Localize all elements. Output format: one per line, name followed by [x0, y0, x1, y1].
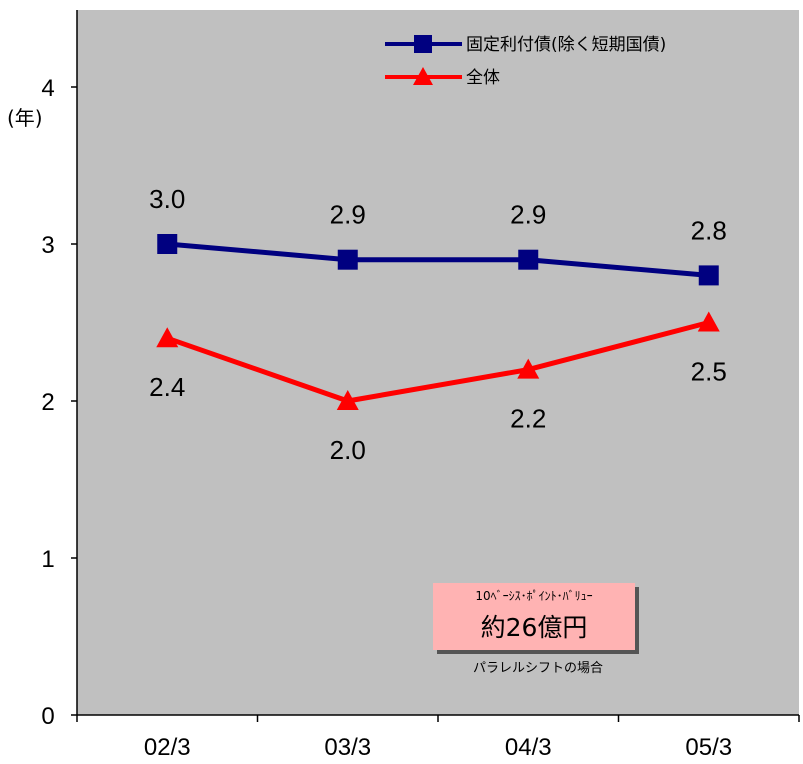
data-point-square: [518, 249, 539, 270]
data-label: 2.9: [510, 200, 546, 230]
data-point-triangle: [697, 311, 720, 332]
y-tick-label: 0: [41, 703, 54, 730]
x-axis-ticks: 02/3 03/3 04/3 05/3: [76, 715, 800, 761]
data-label: 2.0: [330, 435, 366, 465]
x-tick-label: 03/3: [324, 734, 371, 761]
y-axis-ticks: 0 1 2 3 4: [41, 75, 77, 730]
x-tick-label: 04/3: [505, 734, 552, 761]
legend-marker-square: [414, 35, 432, 53]
data-point-triangle: [156, 327, 179, 348]
x-tick-label: 02/3: [144, 734, 191, 761]
legend-label: 全体: [466, 68, 500, 88]
legend-item-1: 固定利付債(除く短期国債): [385, 35, 666, 55]
y-tick-label: 3: [41, 232, 54, 259]
basis-point-value-box: 10ﾍﾞｰｼｽ･ﾎﾟｲﾝﾄ･ﾊﾞﾘｭｰ 約26億円: [433, 583, 635, 650]
data-point-triangle: [517, 358, 540, 379]
x-tick-label: 05/3: [685, 734, 732, 761]
y-axis-unit: (年): [7, 106, 43, 130]
series-layer: 3.0 2.9 2.9 2.8 2.4 2.0 2.2 2.5: [149, 184, 727, 465]
data-label: 2.5: [691, 357, 727, 387]
data-point-square: [698, 265, 719, 286]
legend-label: 固定利付債(除く短期国債): [466, 35, 666, 55]
parallel-shift-note: パラレルシフトの場合: [472, 661, 603, 676]
data-label: 2.8: [691, 215, 727, 245]
basis-point-value-amount: 約26億円: [480, 613, 588, 642]
series-line: [167, 241, 709, 278]
series-1: 3.0 2.9 2.9 2.8: [149, 184, 727, 286]
data-point-square: [157, 234, 178, 254]
y-tick-label: 2: [41, 389, 54, 416]
data-point-triangle: [336, 390, 359, 410]
series-2: 2.4 2.0 2.2 2.5: [149, 311, 727, 465]
series-line: [166, 320, 710, 404]
data-label: 2.4: [149, 372, 185, 402]
y-tick-label: 4: [41, 75, 54, 102]
data-label: 2.9: [330, 200, 366, 230]
data-label: 3.0: [149, 184, 185, 214]
data-point-square: [337, 249, 358, 270]
y-tick-label: 1: [41, 546, 54, 573]
legend: 固定利付債(除く短期国債) 全体: [385, 35, 666, 88]
basis-point-value-title: 10ﾍﾞｰｼｽ･ﾎﾟｲﾝﾄ･ﾊﾞﾘｭｰ: [475, 589, 593, 603]
data-label: 2.2: [510, 404, 546, 434]
legend-marker-triangle: [413, 67, 433, 85]
legend-item-2: 全体: [385, 67, 500, 88]
